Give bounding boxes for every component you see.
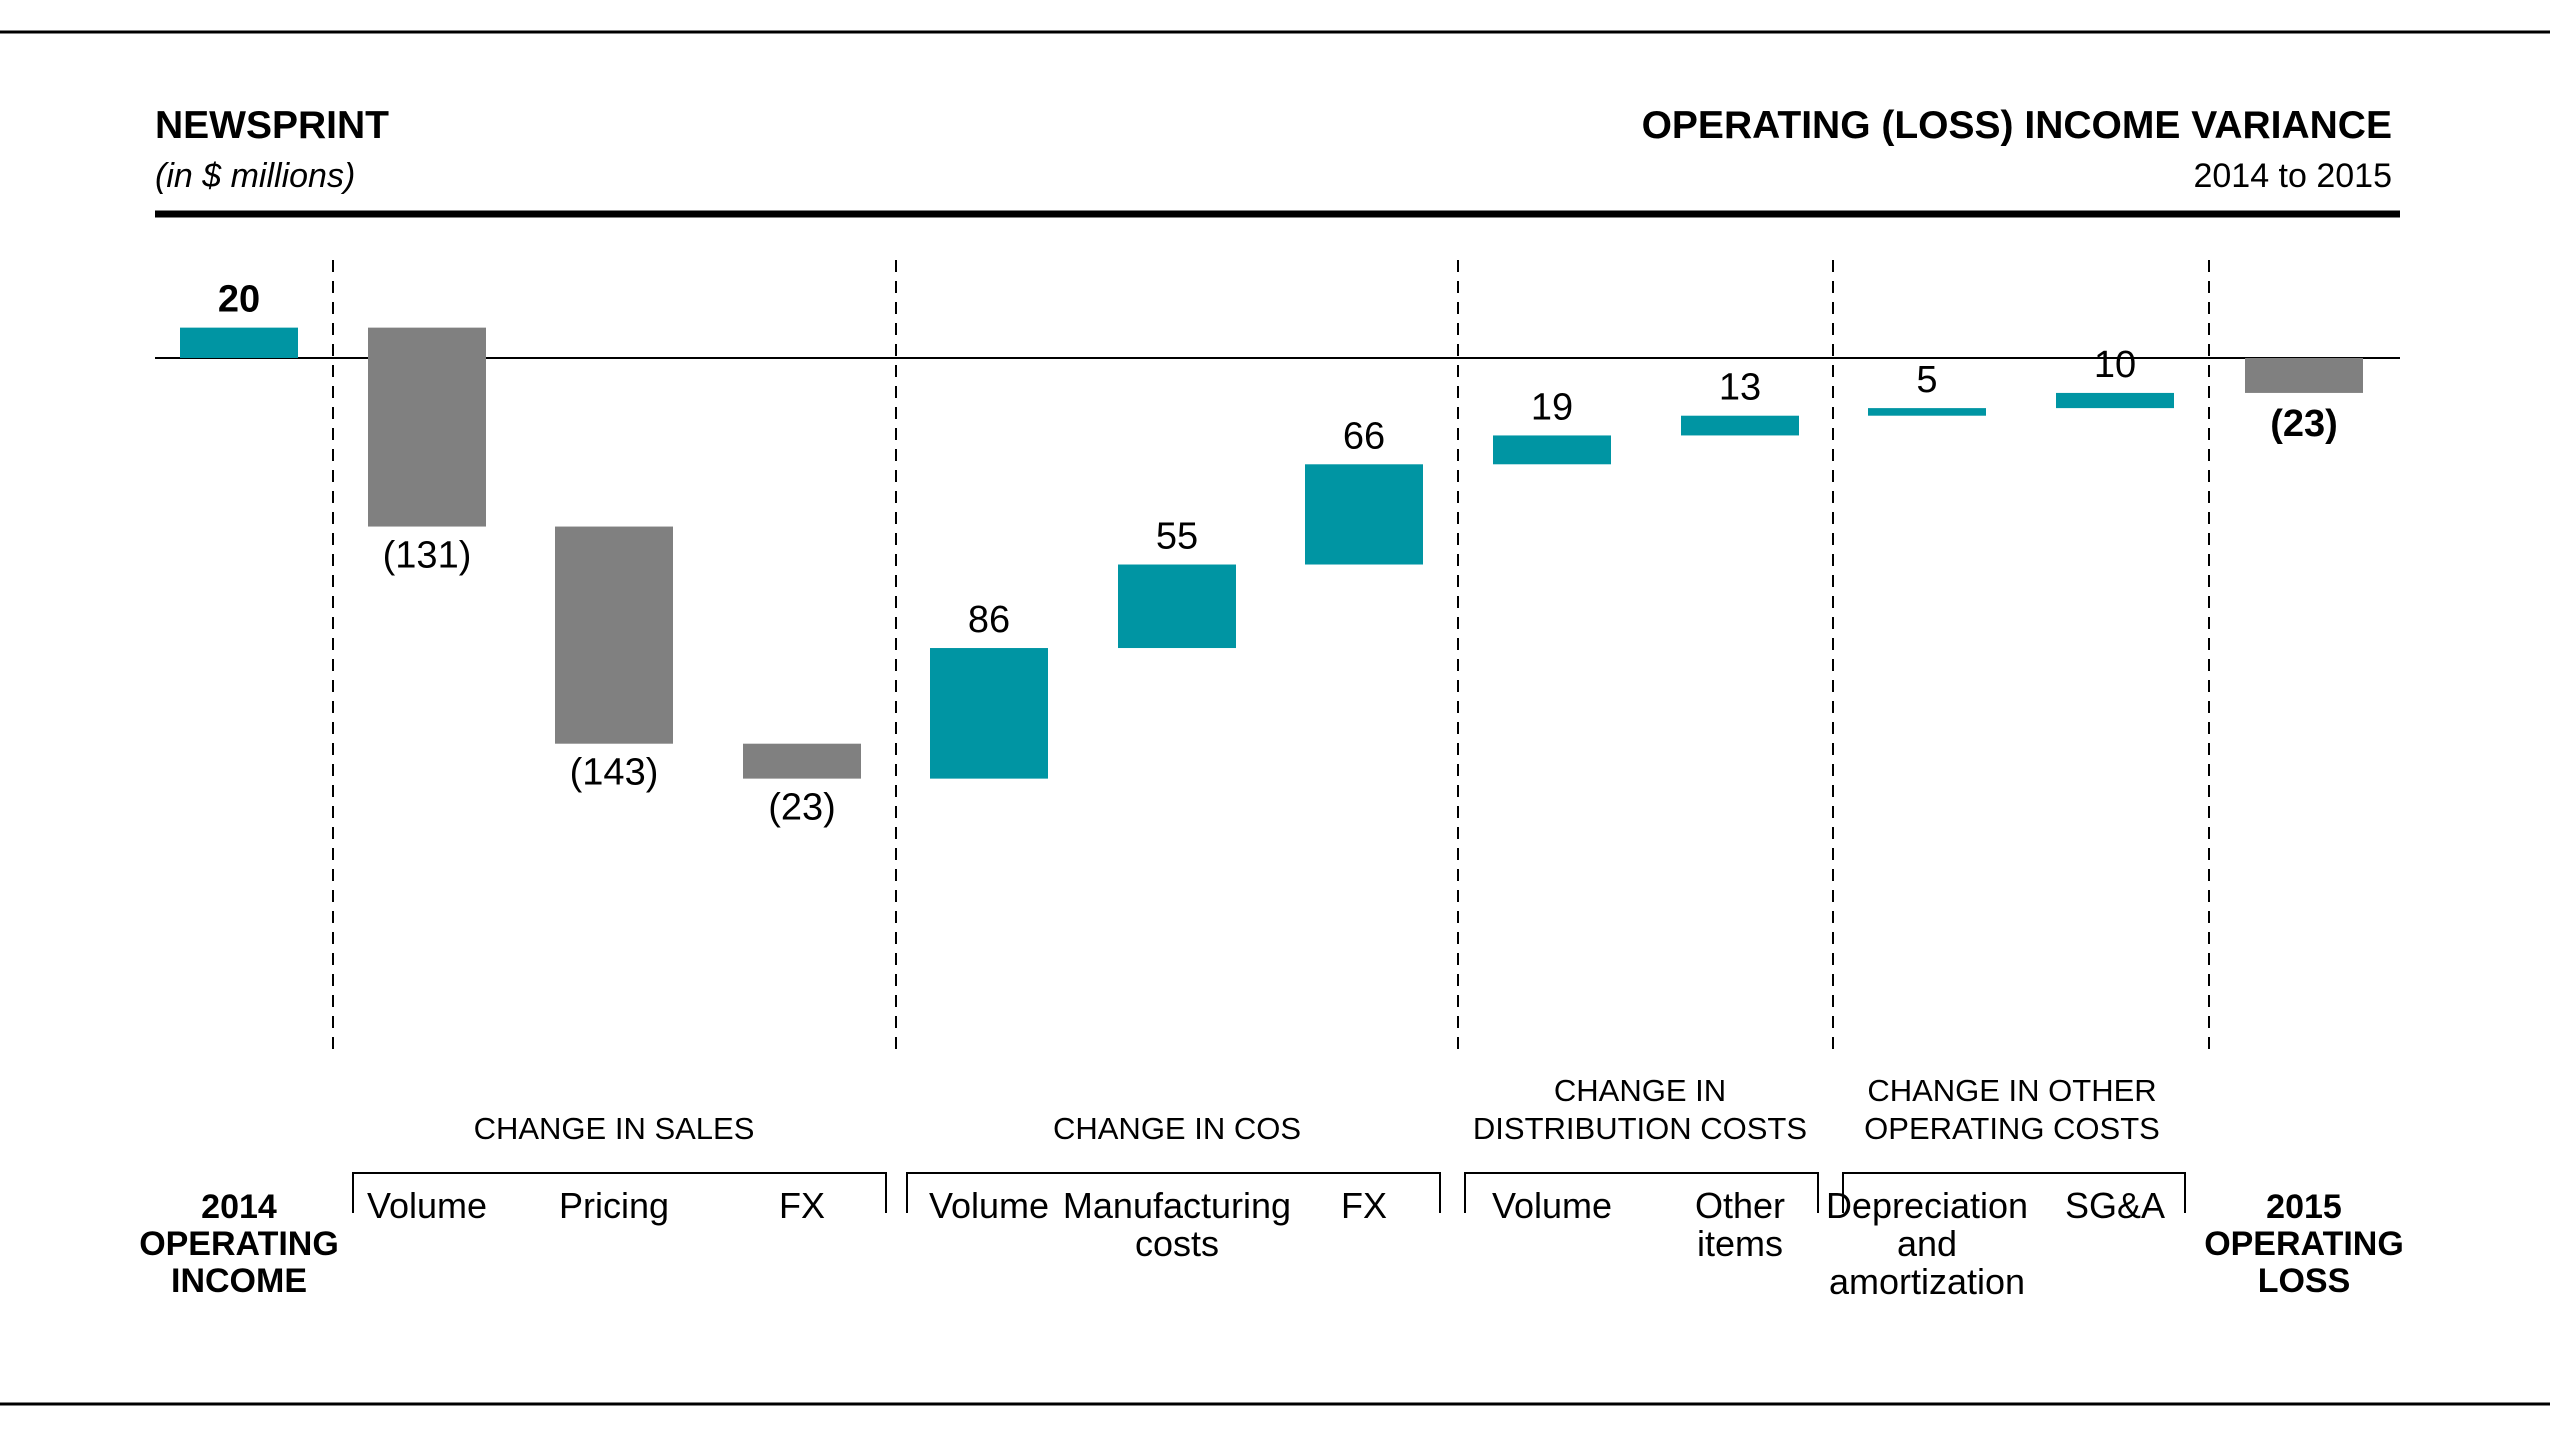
- value-label-g3-item2: 13: [1719, 367, 1761, 409]
- bar-g4-item1: [1868, 408, 1986, 416]
- value-label-g1-item1: (131): [383, 535, 472, 577]
- value-label-g1-item3: (23): [768, 787, 836, 829]
- group-bracket-4: [1842, 1172, 2186, 1213]
- group-label-4: CHANGE IN OTHER OPERATING COSTS: [1864, 1073, 2160, 1146]
- bar-g3-item2: [1681, 415, 1799, 436]
- bar-end-2015: [2245, 358, 2363, 393]
- value-label-g1-item2: (143): [570, 752, 659, 794]
- section-dividers: [332, 260, 2210, 1055]
- group-label-2: CHANGE IN COS: [1053, 1111, 1301, 1146]
- category-label-g1-item2: Pricing: [559, 1185, 669, 1226]
- value-label-g2-item1: 86: [968, 599, 1010, 641]
- bar-g2-item1: [930, 648, 1048, 779]
- bar-g3-item1: [1493, 435, 1611, 465]
- chart-title: OPERATING (LOSS) INCOME VARIANCE: [1642, 104, 2392, 147]
- bars-layer: [180, 327, 2363, 779]
- group-bracket-1: [352, 1172, 887, 1213]
- chart-left-title: NEWSPRINT: [155, 104, 389, 147]
- value-label-start: 20: [218, 279, 260, 321]
- value-label-g2-item3: 66: [1343, 415, 1385, 457]
- value-label-g4-item1: 5: [1916, 359, 1937, 401]
- labels-layer: 20 2014 OPERATING INCOME (131) Volume (143) Pri…: [139, 279, 2404, 1302]
- category-label-start: 2014 OPERATING INCOME: [139, 1188, 339, 1300]
- bar-start-2014: [180, 327, 298, 358]
- category-label-g1-item3: FX: [779, 1185, 825, 1226]
- category-label-g2-item3: FX: [1341, 1185, 1387, 1226]
- bar-g2-item3: [1305, 464, 1423, 565]
- value-label-g2-item2: 55: [1156, 516, 1198, 558]
- bar-g1-item1: [368, 327, 486, 527]
- group-bracket-2: [906, 1172, 1441, 1213]
- group-label-3: CHANGE IN DISTRIBUTION COSTS: [1473, 1073, 1807, 1146]
- bar-g2-item2: [1118, 564, 1236, 649]
- category-label-end: 2015 OPERATING LOSS: [2204, 1188, 2404, 1300]
- category-label-g4-item1: Depreciation and amortization: [1826, 1185, 2028, 1302]
- category-label-g4-item2: SG&A: [2065, 1185, 2165, 1226]
- group-label-1: CHANGE IN SALES: [474, 1111, 755, 1146]
- category-label-g2-item2: Manufacturing costs: [1063, 1185, 1291, 1264]
- chart-unit-subtitle: (in $ millions): [155, 157, 355, 195]
- bar-g1-item3: [743, 743, 861, 779]
- category-label-g1-item1: Volume: [367, 1185, 487, 1226]
- bar-g1-item2: [555, 526, 673, 744]
- value-label-g3-item1: 19: [1531, 386, 1573, 428]
- category-label-g3-item1: Volume: [1492, 1185, 1612, 1226]
- group-bracket-3: [1464, 1172, 1819, 1213]
- chart-period-subtitle: 2014 to 2015: [2193, 157, 2392, 195]
- category-label-g2-item1: Volume: [929, 1185, 1049, 1226]
- bar-g4-item2: [2056, 392, 2174, 409]
- category-label-g3-item2: Other items: [1695, 1185, 1785, 1264]
- value-label-end: (23): [2270, 403, 2338, 445]
- value-label-g4-item2: 10: [2094, 344, 2136, 386]
